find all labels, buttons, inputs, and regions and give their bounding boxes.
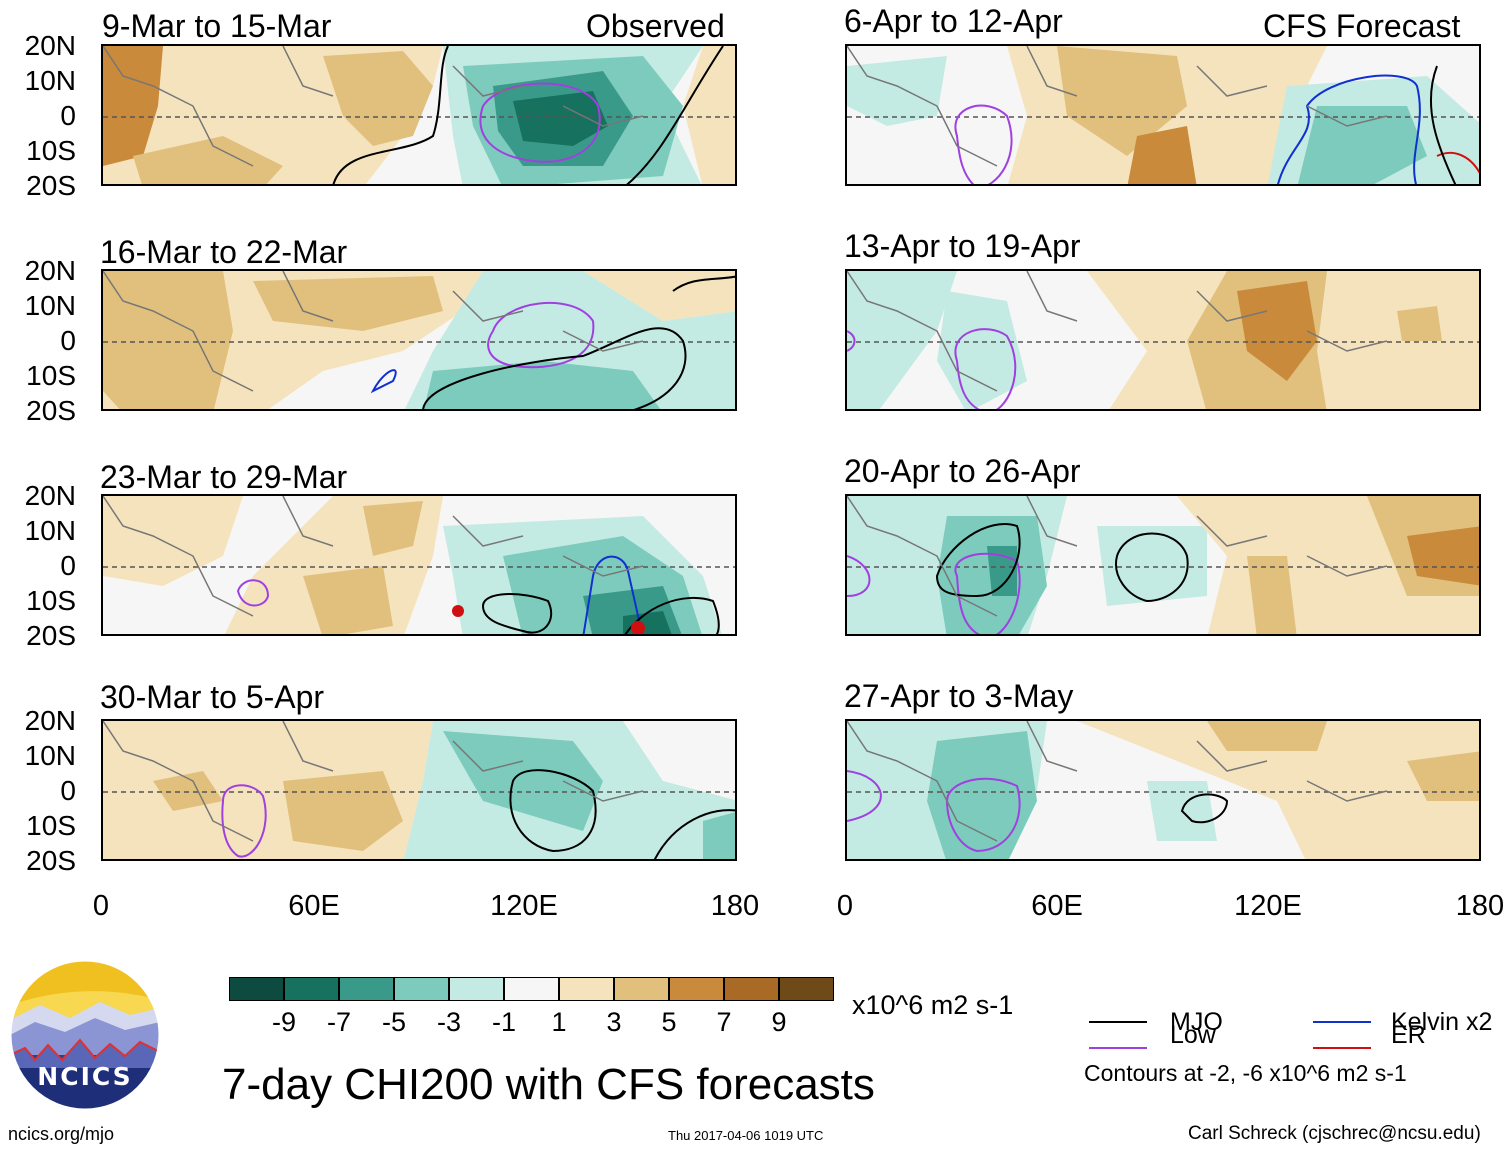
colorbar-cell	[449, 977, 504, 1001]
colorbar-cell	[559, 977, 614, 1001]
footer-url[interactable]: ncics.org/mjo	[8, 1124, 115, 1144]
observed-header: Observed	[586, 8, 725, 44]
lat-label-10s: 10S	[26, 810, 76, 841]
anomaly-field	[847, 721, 1479, 859]
lat-label-10s: 10S	[26, 135, 76, 166]
lon-label-60e: 60E	[1031, 890, 1083, 922]
contour-key-kelvin	[1313, 1021, 1371, 1023]
anomaly-field	[103, 46, 735, 184]
colorbar-tick-label: 5	[661, 1007, 677, 1037]
colorbar-cell	[504, 977, 559, 1001]
lat-label-eq: 0	[60, 100, 76, 131]
lat-label-20n: 20N	[24, 30, 76, 61]
panel-title-obs-1: 9-Mar to 15-Mar	[102, 8, 332, 44]
footer-timestamp: Thu 2017-04-06 1019 UTC	[668, 1128, 824, 1143]
lon-label-0: 0	[836, 890, 854, 922]
lat-label-10n: 10N	[24, 65, 76, 96]
anomaly-field	[103, 496, 735, 634]
map-panel-fcst-3	[845, 494, 1481, 636]
ncics-logo-text: NCICS	[37, 1062, 133, 1091]
lon-label-60e: 60E	[288, 890, 340, 922]
anomaly-field	[847, 496, 1479, 634]
anomaly-field	[103, 721, 735, 859]
lat-label-10s: 10S	[26, 585, 76, 616]
map-panel-obs-1	[101, 44, 737, 186]
lat-label-20n: 20N	[24, 705, 76, 736]
lat-label-eq: 0	[60, 550, 76, 581]
colorbar-tick-label: 3	[606, 1007, 622, 1037]
contour-key-er	[1313, 1047, 1371, 1049]
lat-label-10n: 10N	[24, 515, 76, 546]
lat-label-10n: 10N	[24, 740, 76, 771]
panel-title-fcst-3: 20-Apr to 26-Apr	[844, 453, 1081, 489]
colorbar-tick-label: -5	[381, 1007, 406, 1037]
contour-key-mjo	[1089, 1021, 1147, 1023]
anomaly-field	[103, 271, 735, 409]
colorbar-tick-label: -7	[326, 1007, 351, 1037]
map-panel-obs-4	[101, 719, 737, 861]
colorbar-cell	[284, 977, 339, 1001]
lon-label-120e: 120E	[490, 890, 558, 922]
colorbar-cell	[669, 977, 724, 1001]
ncics-logo: NCICS	[10, 960, 160, 1110]
panel-title-fcst-4: 27-Apr to 3-May	[844, 678, 1074, 714]
lat-label-eq: 0	[60, 325, 76, 356]
colorbar-tick-label: 7	[716, 1007, 732, 1037]
lon-label-180: 180	[710, 890, 760, 922]
contour-key-low	[1089, 1047, 1147, 1049]
colorbar-units: x10^6 m2 s-1	[852, 990, 1014, 1020]
map-panel-fcst-1	[845, 44, 1481, 186]
colorbar-cell	[724, 977, 779, 1001]
contour-label-mjo: MJO	[1170, 1008, 1223, 1036]
lat-label-20s: 20S	[26, 845, 76, 876]
colorbar-tick-label: -3	[436, 1007, 461, 1037]
panel-title-obs-4: 30-Mar to 5-Apr	[100, 679, 325, 715]
contour-note: Contours at -2, -6 x10^6 m2 s-1	[1084, 1060, 1407, 1086]
colorbar-cell	[394, 977, 449, 1001]
colorbar-tick-label: 9	[771, 1007, 787, 1037]
colorbar-tick-label: 1	[551, 1007, 567, 1037]
colorbar-tick-label: -1	[491, 1007, 516, 1037]
forecast-header: CFS Forecast	[1263, 8, 1461, 44]
lat-label-20n: 20N	[24, 255, 76, 286]
lat-label-eq: 0	[60, 775, 76, 806]
lat-label-20n: 20N	[24, 480, 76, 511]
map-panel-fcst-2	[845, 269, 1481, 411]
contour-label-low: Low	[1170, 1021, 1216, 1049]
colorbar-cell	[229, 977, 284, 1001]
panel-title-fcst-2: 13-Apr to 19-Apr	[844, 228, 1081, 264]
lat-label-20s: 20S	[26, 395, 76, 426]
panel-title-obs-3: 23-Mar to 29-Mar	[100, 459, 348, 495]
lon-label-0: 0	[92, 890, 110, 922]
colorbar-cell	[779, 977, 834, 1001]
colorbar-cell	[339, 977, 394, 1001]
main-title: 7-day CHI200 with CFS forecasts	[222, 1060, 875, 1109]
colorbar-tick-label: -9	[271, 1007, 296, 1037]
map-panel-obs-2	[101, 269, 737, 411]
map-panel-fcst-4	[845, 719, 1481, 861]
ncics-logo-icon	[10, 960, 160, 1110]
lat-label-10n: 10N	[24, 290, 76, 321]
panel-title-fcst-1: 6-Apr to 12-Apr	[844, 3, 1063, 39]
anomaly-field	[847, 271, 1479, 409]
anomaly-field	[847, 46, 1479, 184]
contour-label-er: ER	[1391, 1021, 1426, 1049]
map-panel-obs-3	[101, 494, 737, 636]
lon-label-180: 180	[1455, 890, 1505, 922]
colorbar-cell	[614, 977, 669, 1001]
footer-credit: Carl Schreck (cjschrec@ncsu.edu)	[1188, 1123, 1481, 1144]
lat-label-20s: 20S	[26, 620, 76, 651]
lat-label-10s: 10S	[26, 360, 76, 391]
lat-label-20s: 20S	[26, 170, 76, 201]
lon-label-120e: 120E	[1234, 890, 1302, 922]
contour-label-kelvin: Kelvin x2	[1391, 1008, 1493, 1036]
panel-title-obs-2: 16-Mar to 22-Mar	[100, 234, 348, 270]
